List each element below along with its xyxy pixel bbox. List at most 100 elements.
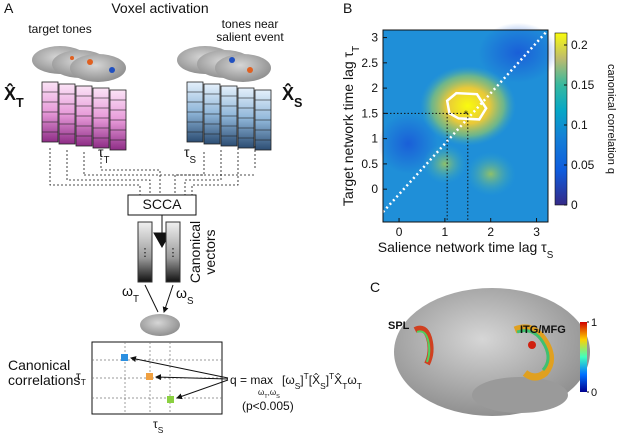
colorbar [580,322,587,392]
text-part: T [304,371,309,381]
method: SCCA [143,196,183,212]
text-part: T [133,294,139,305]
diagonal [382,29,549,213]
matrix-label: X̂S [282,83,302,110]
colorbar-tick-label: 0 [591,387,597,399]
y-tick-label: 2 [371,81,378,95]
text-part: τ [153,417,158,431]
x-tick-label: 3 [533,225,540,239]
text-part: Target network time lag τ [340,51,356,206]
square [121,354,128,361]
text-part: X̂ [4,83,16,104]
text-part: S [158,425,164,435]
colorbar-tick-label: 1 [591,317,597,329]
matrix-label: X̂T [4,83,24,110]
brain-icon [140,314,180,336]
arrow [144,284,174,312]
svg-text:⋮: ⋮ [168,247,179,259]
connectors [49,146,256,195]
blob [422,143,467,184]
text-part: ω [176,285,187,301]
formula: [ωS]T[X̂S]TX̂TωT [282,371,362,391]
guide-lines [383,112,469,222]
canonical-vectors: ⋮ ⋮ [137,221,181,283]
region-label: ITG/MFG [520,324,566,336]
caption: Canonicalvectors [187,221,218,283]
square [146,373,153,380]
caption: target tones [28,22,91,36]
text-part: [X̂ [309,372,320,387]
colorbar-tick-label: 0.15 [571,78,595,92]
text-part: ω [122,283,133,299]
y-tick-label: 0.5 [361,157,378,171]
panel-label: B [343,0,352,16]
panel-label: C [370,279,380,295]
temporal-lobe [472,377,568,413]
text-part: S [276,394,280,400]
text-part: T [104,155,110,166]
text-part: τ [76,369,81,383]
y-tick-label: 3 [371,31,378,45]
text-part: T [16,96,24,110]
text-part: τ [184,144,190,160]
text-part: S [295,381,301,391]
text-part: ,ω [268,388,276,397]
y-tick-label: 0 [371,182,378,196]
lag-label: τT [98,144,110,166]
text-part: τ [98,144,104,160]
region-label: SPL [388,320,410,332]
text-part: [ω [282,373,295,387]
y-tick-label: 2.5 [361,56,378,70]
text-part: S [187,296,194,307]
formula: q = max [230,373,273,387]
panel-label: A [4,0,14,16]
contour [445,91,488,121]
colorbar-tick-label: 0.05 [571,158,595,172]
blob [478,22,559,83]
text-part: S [190,155,197,166]
arrows [130,356,229,400]
text-part: T [264,394,268,400]
text-part: ω [347,373,356,387]
matrix-stack: X̂SτS [184,81,302,166]
colorbar-tick-label: 0.2 [571,38,588,52]
x-tick-label: 2 [487,225,494,239]
colorbar-tick-label: 0 [571,198,578,212]
omega-t: ωT [122,283,139,305]
text-part: ] [326,373,329,387]
caption: Canonical correlations [8,357,80,388]
text-part: T [342,381,347,391]
peak-marker: * [464,109,468,120]
axis-label: τS [153,417,164,435]
y-tick-label: 1 [371,132,378,146]
y-axis-label: Target network time lag τT [340,46,362,206]
omega-s: ωS [176,285,194,307]
heatmap: * [378,22,559,222]
activation [413,324,554,381]
text-part: S [547,250,554,261]
colorbar [554,32,568,206]
axis-label: τT [76,369,86,387]
lag-label: τS [184,144,197,166]
text-part: T [351,46,362,52]
blob [378,113,439,174]
blob [419,65,516,146]
svg-text:⋮: ⋮ [140,247,151,259]
text-part: ω [258,388,264,397]
colorbar: 01 [580,317,597,399]
text-part: X̂ [282,83,294,104]
panel-title: Voxel activation [111,0,208,16]
text-part: S [320,381,326,391]
y-tick-label: 1.5 [361,106,378,120]
matrix-stack: X̂TτT [4,81,127,166]
x-axis-label: Salience network time lag τS [378,239,554,261]
colorbar-tick-label: 0.1 [571,118,588,132]
x-tick-label: 0 [396,225,403,239]
plot-frame [382,29,549,223]
text-part: ] [300,373,303,387]
colorbar-label: canonical correlation q [605,64,617,174]
caption: tones near salient event [216,17,284,44]
